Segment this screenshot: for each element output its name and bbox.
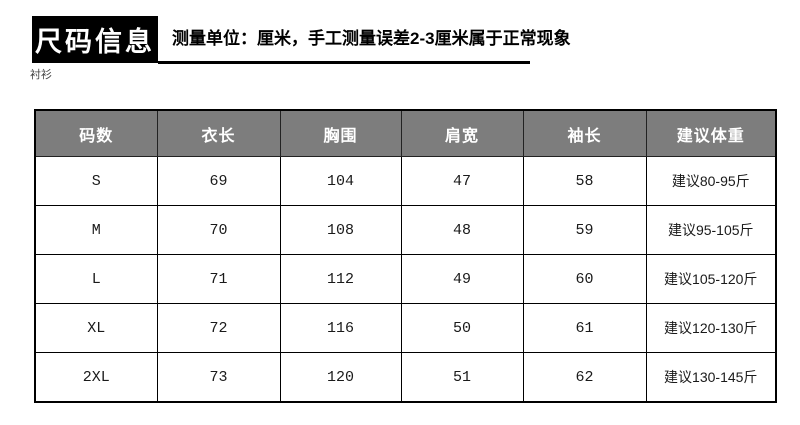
category-label: 衬衫 xyxy=(30,69,52,81)
table-cell: 61 xyxy=(522,303,647,353)
table-cell: 112 xyxy=(279,254,402,304)
table-cell: 73 xyxy=(156,352,281,403)
table-cell: 建议130-145斤 xyxy=(645,352,777,403)
table-cell: S xyxy=(34,156,158,206)
table-cell: 69 xyxy=(156,156,281,206)
table-cell: 49 xyxy=(400,254,524,304)
column-header-length: 衣长 xyxy=(156,109,281,157)
column-header-size: 码数 xyxy=(34,109,158,157)
subtitle-underline xyxy=(158,61,530,64)
table-row: XL 72 116 50 61 建议120-130斤 xyxy=(34,303,777,353)
table-cell: 47 xyxy=(400,156,524,206)
size-chart-table: 码数 衣长 胸围 肩宽 袖长 建议体重 S 69 104 47 58 建议80-… xyxy=(34,109,777,403)
column-header-sleeve: 袖长 xyxy=(522,109,647,157)
column-header-bust: 胸围 xyxy=(279,109,402,157)
table-cell: 72 xyxy=(156,303,281,353)
table-cell: 建议80-95斤 xyxy=(645,156,777,206)
table-cell: 2XL xyxy=(34,352,158,403)
table-header-row: 码数 衣长 胸围 肩宽 袖长 建议体重 xyxy=(34,109,777,157)
table-cell: 108 xyxy=(279,205,402,255)
table-cell: L xyxy=(34,254,158,304)
table-cell: 48 xyxy=(400,205,524,255)
table-cell: 70 xyxy=(156,205,281,255)
table-row: M 70 108 48 59 建议95-105斤 xyxy=(34,205,777,255)
table-cell: 71 xyxy=(156,254,281,304)
table-cell: XL xyxy=(34,303,158,353)
table-row: 2XL 73 120 51 62 建议130-145斤 xyxy=(34,352,777,403)
column-header-weight: 建议体重 xyxy=(645,109,777,157)
table-cell: 建议95-105斤 xyxy=(645,205,777,255)
table-cell: M xyxy=(34,205,158,255)
table-cell: 建议120-130斤 xyxy=(645,303,777,353)
table-cell: 58 xyxy=(522,156,647,206)
table-row: S 69 104 47 58 建议80-95斤 xyxy=(34,156,777,206)
table-cell: 120 xyxy=(279,352,402,403)
table-cell: 建议105-120斤 xyxy=(645,254,777,304)
table-row: L 71 112 49 60 建议105-120斤 xyxy=(34,254,777,304)
table-cell: 51 xyxy=(400,352,524,403)
page-title-banner: 尺码信息 xyxy=(32,16,158,63)
table-cell: 116 xyxy=(279,303,402,353)
table-cell: 62 xyxy=(522,352,647,403)
table-cell: 50 xyxy=(400,303,524,353)
column-header-shoulder: 肩宽 xyxy=(400,109,524,157)
table-cell: 104 xyxy=(279,156,402,206)
measurement-note: 测量单位：厘米，手工测量误差2-3厘米属于正常现象 xyxy=(172,29,571,48)
table-cell: 59 xyxy=(522,205,647,255)
table-cell: 60 xyxy=(522,254,647,304)
